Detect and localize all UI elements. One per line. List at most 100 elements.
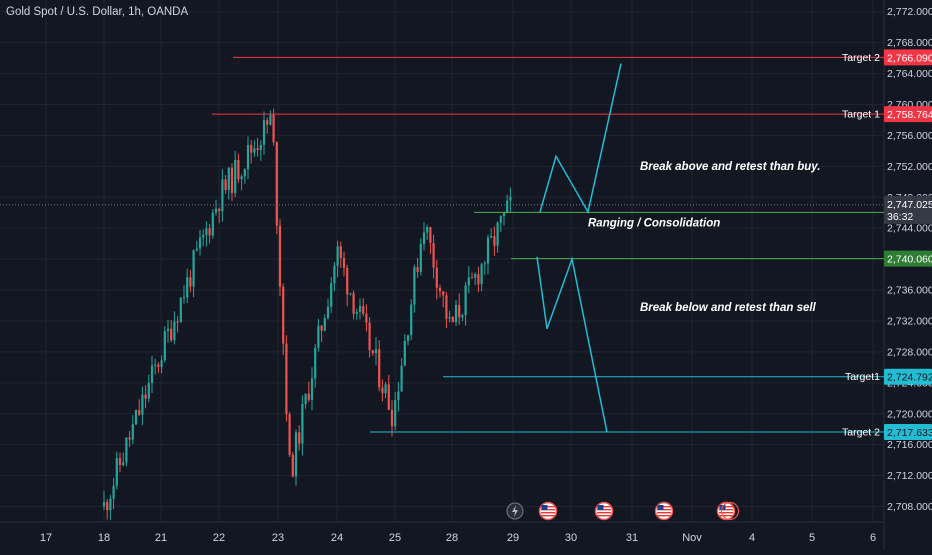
candle-body — [499, 216, 502, 223]
price-tag — [884, 106, 932, 123]
candle-body — [506, 200, 509, 214]
candle-body — [240, 176, 243, 180]
candle-body — [509, 196, 512, 201]
price-tag — [884, 49, 932, 66]
candle-body — [272, 114, 275, 143]
candle-body — [208, 228, 211, 236]
candle-body — [320, 325, 323, 331]
y-tick-label: 2,716.000 — [887, 439, 932, 451]
candle-body — [205, 228, 208, 236]
candle-body — [390, 409, 394, 427]
current-price-tag — [884, 195, 932, 224]
candle-body — [173, 321, 176, 341]
candle-body — [486, 237, 490, 264]
candle-body — [378, 349, 381, 388]
candle-body — [166, 328, 170, 332]
candle-body — [294, 432, 298, 477]
candle-body — [141, 394, 144, 415]
candle-body — [102, 501, 106, 507]
candle-body — [346, 267, 349, 295]
y-tick-label: 2,768.000 — [887, 37, 932, 49]
price-tag-label: 2,717.633 — [887, 427, 932, 439]
candle-body — [371, 350, 374, 354]
price-tag-label: 2,724.792 — [887, 372, 932, 384]
y-tick-label: 2,712.000 — [887, 470, 932, 482]
candle-body — [358, 305, 362, 312]
candle-body — [147, 382, 150, 399]
candle-body — [454, 305, 458, 323]
candle-body — [234, 159, 237, 194]
price-level-name: Target1 — [845, 371, 880, 383]
candle-body — [218, 208, 221, 212]
candle-body — [502, 213, 506, 217]
candle-body — [458, 305, 461, 318]
candle-body — [144, 394, 147, 399]
candle-body — [157, 364, 160, 368]
candle-body — [288, 414, 291, 455]
candle-body — [381, 387, 384, 394]
candle-body — [278, 225, 282, 287]
candle-body — [243, 169, 246, 177]
x-tick-label: 23 — [272, 532, 284, 544]
price-tag-label: 2,740.060 — [887, 254, 932, 266]
x-tick-label: 18 — [98, 532, 110, 544]
x-tick-label: 17 — [40, 532, 52, 544]
candle-body — [253, 148, 256, 153]
us-flag-icon[interactable] — [538, 501, 558, 521]
candle-body — [221, 179, 224, 212]
candle-body — [470, 277, 474, 279]
annotation-label: Ranging / Consolidation — [588, 218, 720, 230]
projection-up-path — [539, 63, 622, 215]
x-tick-label: 5 — [809, 532, 815, 544]
us-flag-icon[interactable] — [594, 501, 614, 521]
y-tick-label: 2,752.000 — [887, 161, 932, 173]
lightning-icon[interactable] — [506, 502, 524, 520]
candle-body — [374, 349, 378, 354]
candle-body — [134, 410, 138, 425]
candle-body — [339, 246, 342, 258]
x-tick-label: 25 — [389, 532, 401, 544]
candle-body — [150, 365, 154, 383]
price-tag-label: 2,758.764 — [887, 109, 932, 121]
candle-body — [115, 458, 118, 486]
candle-body — [438, 287, 442, 292]
candle-body — [307, 393, 310, 400]
candle-body — [301, 403, 304, 444]
candle-body — [432, 242, 435, 268]
candle-body — [291, 454, 294, 477]
candle-body — [416, 267, 419, 272]
projection-down-path — [536, 256, 608, 433]
current-price-label: 2,747.025 — [887, 199, 932, 211]
candle-body — [189, 277, 192, 287]
candle-body — [349, 293, 352, 295]
candle-body — [323, 318, 326, 331]
candle-body — [182, 297, 186, 299]
candle-body — [154, 364, 157, 366]
price-tag — [884, 368, 932, 385]
candle-body — [317, 325, 320, 348]
price-tag-label: 2,766.090 — [887, 52, 932, 64]
candle-body — [112, 485, 115, 499]
candle-body — [227, 167, 230, 190]
y-tick-label: 2,708.000 — [887, 501, 932, 513]
candle-body — [131, 424, 134, 440]
candle-body — [368, 322, 371, 351]
candle-body — [314, 347, 317, 379]
candle-body — [445, 295, 448, 319]
candle-body — [493, 236, 496, 246]
candle-body — [275, 142, 278, 226]
candle-body — [352, 293, 355, 314]
x-tick-label: 21 — [155, 532, 167, 544]
x-tick-label: 4 — [749, 532, 755, 544]
candle-body — [170, 328, 173, 341]
us-flag-icon[interactable] — [716, 501, 740, 521]
candle-body — [400, 365, 403, 392]
candle-body — [179, 297, 182, 323]
price-level-name: Target 2 — [842, 427, 880, 439]
candle-body — [474, 274, 477, 278]
candle-body — [326, 306, 330, 319]
candle-body — [262, 120, 266, 145]
us-flag-icon[interactable] — [654, 501, 674, 521]
